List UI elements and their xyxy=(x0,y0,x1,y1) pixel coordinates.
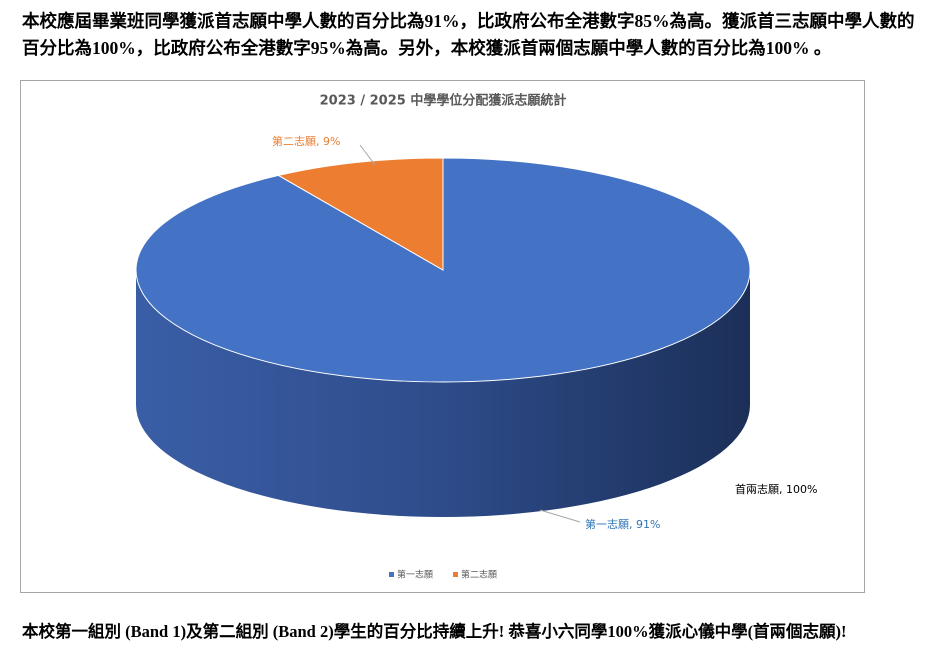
legend-label: 第二志願 xyxy=(461,569,497,581)
chart-title: 2023 / 2025 中學學位分配獲派志願統計 xyxy=(320,93,567,109)
pie-slice xyxy=(277,157,444,271)
leader-line xyxy=(539,509,581,523)
data-label: 第二志願, 9% xyxy=(272,134,340,148)
legend-swatch xyxy=(389,572,394,577)
leader-line xyxy=(359,144,376,166)
legend-swatch xyxy=(453,572,458,577)
annotation: 首兩志願, 100% xyxy=(735,482,817,496)
footer-text: 本校第一組別 (Band 1)及第二組別 (Band 2)學生的百分比持續上升!… xyxy=(22,622,847,641)
intro-text: 本校應屆畢業班同學獲派首志願中學人數的百分比為91%，比政府公布全港數字85%為… xyxy=(22,11,915,58)
pie-side xyxy=(136,270,750,517)
legend-label: 第一志願 xyxy=(397,569,433,581)
data-label: 第一志願, 91% xyxy=(585,517,660,531)
